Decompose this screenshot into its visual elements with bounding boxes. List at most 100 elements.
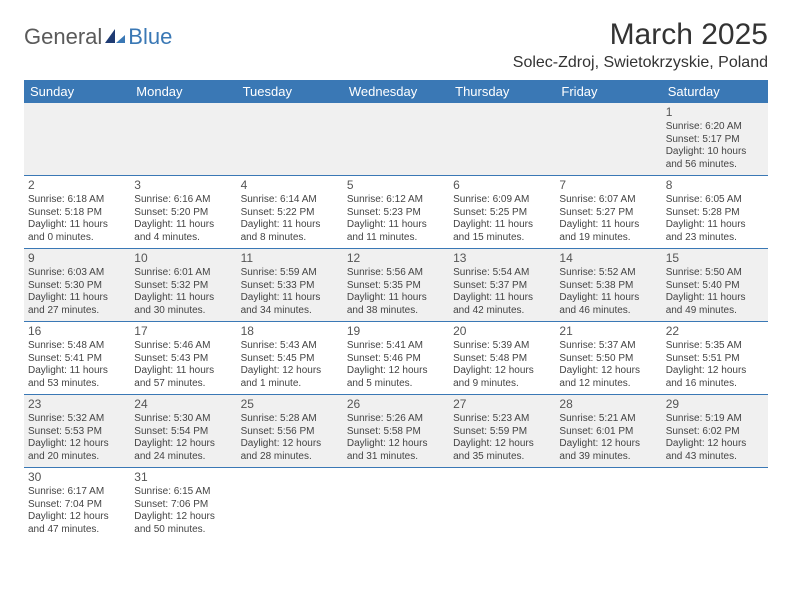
day-info-line: Daylight: 11 hours bbox=[559, 219, 657, 232]
day-info-line: Sunset: 5:20 PM bbox=[134, 207, 232, 220]
calendar-day-cell: 2Sunrise: 6:18 AMSunset: 5:18 PMDaylight… bbox=[24, 176, 130, 249]
day-info-line: Sunrise: 6:14 AM bbox=[241, 194, 339, 207]
day-info-line: and 11 minutes. bbox=[347, 232, 445, 245]
calendar-day-cell: 15Sunrise: 5:50 AMSunset: 5:40 PMDayligh… bbox=[662, 249, 768, 322]
calendar-empty-cell bbox=[130, 103, 236, 176]
day-info-line: and 42 minutes. bbox=[453, 305, 551, 318]
day-info-line: and 5 minutes. bbox=[347, 378, 445, 391]
day-number: 27 bbox=[453, 397, 551, 412]
day-info-line: Sunset: 5:56 PM bbox=[241, 426, 339, 439]
calendar-day-cell: 13Sunrise: 5:54 AMSunset: 5:37 PMDayligh… bbox=[449, 249, 555, 322]
day-info-line: and 31 minutes. bbox=[347, 451, 445, 464]
calendar-empty-cell bbox=[237, 468, 343, 541]
day-number: 1 bbox=[666, 105, 764, 120]
calendar-day-cell: 23Sunrise: 5:32 AMSunset: 5:53 PMDayligh… bbox=[24, 395, 130, 468]
day-info-line: Sunrise: 6:12 AM bbox=[347, 194, 445, 207]
logo: General Blue bbox=[24, 18, 172, 50]
day-number: 11 bbox=[241, 251, 339, 266]
calendar-day-cell: 16Sunrise: 5:48 AMSunset: 5:41 PMDayligh… bbox=[24, 322, 130, 395]
day-number: 8 bbox=[666, 178, 764, 193]
calendar-day-cell: 20Sunrise: 5:39 AMSunset: 5:48 PMDayligh… bbox=[449, 322, 555, 395]
day-info-line: Daylight: 11 hours bbox=[559, 292, 657, 305]
calendar-empty-cell bbox=[237, 103, 343, 176]
calendar-day-cell: 25Sunrise: 5:28 AMSunset: 5:56 PMDayligh… bbox=[237, 395, 343, 468]
day-info-line: and 0 minutes. bbox=[28, 232, 126, 245]
day-info-line: Daylight: 11 hours bbox=[134, 292, 232, 305]
calendar-day-cell: 22Sunrise: 5:35 AMSunset: 5:51 PMDayligh… bbox=[662, 322, 768, 395]
day-info-line: Sunset: 5:59 PM bbox=[453, 426, 551, 439]
day-info-line: and 4 minutes. bbox=[134, 232, 232, 245]
day-info-line: Daylight: 12 hours bbox=[28, 438, 126, 451]
calendar-day-cell: 11Sunrise: 5:59 AMSunset: 5:33 PMDayligh… bbox=[237, 249, 343, 322]
day-number: 30 bbox=[28, 470, 126, 485]
calendar-day-cell: 4Sunrise: 6:14 AMSunset: 5:22 PMDaylight… bbox=[237, 176, 343, 249]
calendar-empty-cell bbox=[555, 468, 661, 541]
day-info-line: Sunrise: 6:16 AM bbox=[134, 194, 232, 207]
calendar-week-row: 9Sunrise: 6:03 AMSunset: 5:30 PMDaylight… bbox=[24, 249, 768, 322]
day-info-line: Sunrise: 5:26 AM bbox=[347, 413, 445, 426]
day-info-line: Sunset: 5:51 PM bbox=[666, 353, 764, 366]
day-info-line: Daylight: 12 hours bbox=[28, 511, 126, 524]
day-info-line: Sunset: 5:23 PM bbox=[347, 207, 445, 220]
day-info-line: and 56 minutes. bbox=[666, 159, 764, 172]
day-info-line: Sunrise: 6:03 AM bbox=[28, 267, 126, 280]
sail-icon bbox=[104, 24, 126, 40]
day-header: Saturday bbox=[662, 80, 768, 103]
day-info-line: Sunrise: 6:17 AM bbox=[28, 486, 126, 499]
day-info-line: Daylight: 11 hours bbox=[666, 292, 764, 305]
calendar-day-cell: 1Sunrise: 6:20 AMSunset: 5:17 PMDaylight… bbox=[662, 103, 768, 176]
day-header: Sunday bbox=[24, 80, 130, 103]
day-number: 13 bbox=[453, 251, 551, 266]
day-info-line: Sunrise: 5:50 AM bbox=[666, 267, 764, 280]
calendar-empty-cell bbox=[24, 103, 130, 176]
day-number: 20 bbox=[453, 324, 551, 339]
day-info-line: Sunrise: 5:56 AM bbox=[347, 267, 445, 280]
day-info-line: and 28 minutes. bbox=[241, 451, 339, 464]
day-info-line: Sunrise: 5:48 AM bbox=[28, 340, 126, 353]
day-info-line: and 50 minutes. bbox=[134, 524, 232, 537]
calendar-day-cell: 3Sunrise: 6:16 AMSunset: 5:20 PMDaylight… bbox=[130, 176, 236, 249]
day-info-line: Sunrise: 5:21 AM bbox=[559, 413, 657, 426]
day-info-line: Sunrise: 6:09 AM bbox=[453, 194, 551, 207]
day-info-line: Daylight: 11 hours bbox=[241, 292, 339, 305]
day-info-line: and 20 minutes. bbox=[28, 451, 126, 464]
calendar-week-row: 1Sunrise: 6:20 AMSunset: 5:17 PMDaylight… bbox=[24, 103, 768, 176]
day-info-line: Daylight: 12 hours bbox=[347, 365, 445, 378]
calendar-empty-cell bbox=[343, 103, 449, 176]
location-text: Solec-Zdroj, Swietokrzyskie, Poland bbox=[513, 54, 768, 72]
header-row: General Blue March 2025 Solec-Zdroj, Swi… bbox=[24, 18, 768, 78]
day-info-line: Sunset: 5:54 PM bbox=[134, 426, 232, 439]
calendar-day-cell: 5Sunrise: 6:12 AMSunset: 5:23 PMDaylight… bbox=[343, 176, 449, 249]
day-info-line: Daylight: 11 hours bbox=[28, 219, 126, 232]
calendar-day-cell: 27Sunrise: 5:23 AMSunset: 5:59 PMDayligh… bbox=[449, 395, 555, 468]
day-info-line: Daylight: 11 hours bbox=[453, 292, 551, 305]
day-info-line: Sunrise: 5:32 AM bbox=[28, 413, 126, 426]
calendar-day-cell: 21Sunrise: 5:37 AMSunset: 5:50 PMDayligh… bbox=[555, 322, 661, 395]
calendar-day-cell: 7Sunrise: 6:07 AMSunset: 5:27 PMDaylight… bbox=[555, 176, 661, 249]
calendar-empty-cell bbox=[662, 468, 768, 541]
calendar-day-cell: 10Sunrise: 6:01 AMSunset: 5:32 PMDayligh… bbox=[130, 249, 236, 322]
day-number: 9 bbox=[28, 251, 126, 266]
day-info-line: Sunrise: 5:46 AM bbox=[134, 340, 232, 353]
day-info-line: Sunrise: 6:20 AM bbox=[666, 121, 764, 134]
day-number: 26 bbox=[347, 397, 445, 412]
day-info-line: Sunset: 6:01 PM bbox=[559, 426, 657, 439]
day-info-line: Sunset: 5:37 PM bbox=[453, 280, 551, 293]
calendar-day-cell: 12Sunrise: 5:56 AMSunset: 5:35 PMDayligh… bbox=[343, 249, 449, 322]
day-info-line: Daylight: 12 hours bbox=[453, 365, 551, 378]
day-info-line: and 16 minutes. bbox=[666, 378, 764, 391]
day-info-line: Sunset: 6:02 PM bbox=[666, 426, 764, 439]
page-title: March 2025 bbox=[513, 18, 768, 52]
day-number: 23 bbox=[28, 397, 126, 412]
day-number: 2 bbox=[28, 178, 126, 193]
calendar-empty-cell bbox=[343, 468, 449, 541]
day-info-line: and 39 minutes. bbox=[559, 451, 657, 464]
day-info-line: Sunset: 5:25 PM bbox=[453, 207, 551, 220]
day-info-line: Sunrise: 5:52 AM bbox=[559, 267, 657, 280]
day-info-line: Sunset: 5:53 PM bbox=[28, 426, 126, 439]
day-info-line: Sunset: 5:48 PM bbox=[453, 353, 551, 366]
calendar-empty-cell bbox=[555, 103, 661, 176]
day-info-line: Daylight: 11 hours bbox=[28, 365, 126, 378]
day-info-line: Daylight: 11 hours bbox=[134, 365, 232, 378]
day-info-line: Sunrise: 6:01 AM bbox=[134, 267, 232, 280]
